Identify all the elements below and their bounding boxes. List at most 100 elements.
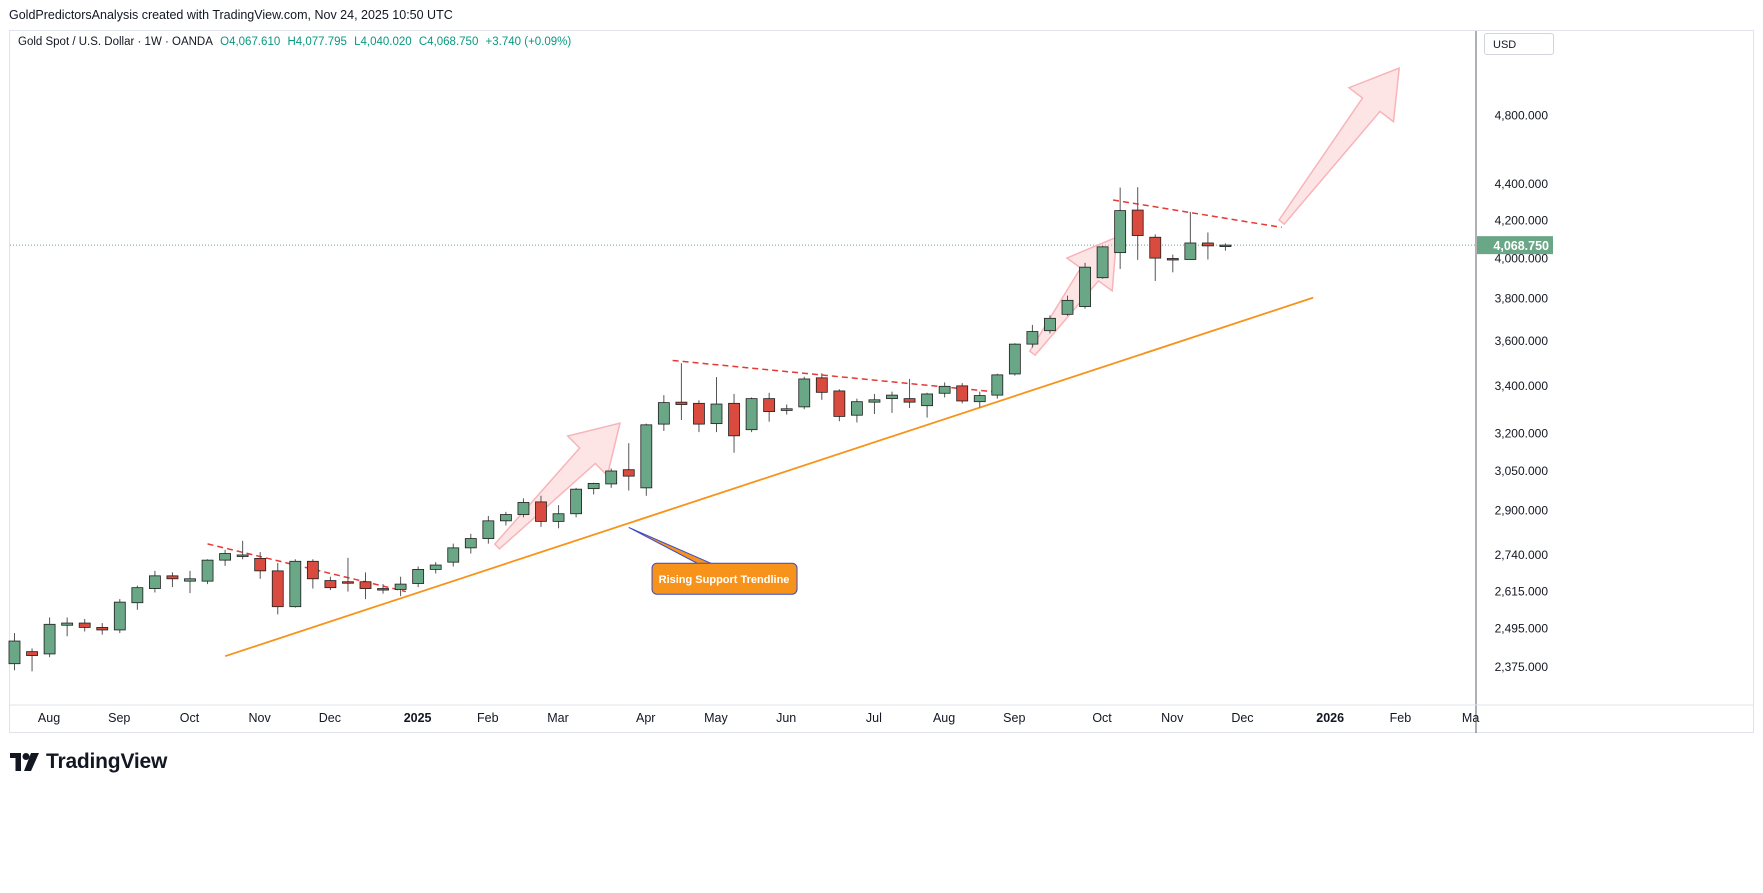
candle[interactable] [815, 373, 828, 400]
candle[interactable] [8, 633, 21, 671]
candle[interactable] [1131, 187, 1144, 260]
candle[interactable] [956, 383, 969, 404]
candle[interactable] [675, 363, 688, 421]
tradingview-logo-icon [10, 753, 39, 771]
candle[interactable] [710, 377, 723, 433]
candle[interactable] [148, 570, 161, 593]
candle[interactable] [605, 468, 618, 488]
candle[interactable] [1079, 262, 1091, 309]
candle[interactable] [61, 617, 74, 637]
candle[interactable] [868, 393, 881, 415]
candle-body-down [377, 588, 389, 591]
candle-body-up [851, 401, 863, 416]
candle[interactable] [1149, 234, 1162, 281]
candle-body-down [1131, 209, 1144, 236]
candle-body-down [254, 558, 267, 572]
candle-body-up [1184, 242, 1197, 260]
candle[interactable] [1219, 243, 1232, 251]
candle[interactable] [184, 570, 196, 594]
last-price-label: 4,068.750 [1493, 239, 1549, 253]
candle[interactable] [131, 585, 144, 610]
candle[interactable] [693, 400, 705, 433]
candle[interactable] [1026, 324, 1039, 348]
candle[interactable] [657, 395, 670, 431]
candle[interactable] [113, 599, 126, 634]
candle[interactable] [1184, 211, 1197, 260]
candle[interactable] [973, 391, 986, 408]
candle[interactable] [78, 619, 91, 632]
resistance-trendline-3[interactable] [1113, 199, 1282, 229]
currency-button[interactable]: USD [1484, 33, 1554, 55]
candle-body-up [1061, 299, 1074, 315]
candle[interactable] [552, 505, 565, 529]
candle[interactable] [219, 549, 232, 566]
resistance-trendline-1[interactable] [207, 543, 407, 593]
candle-body-up [1044, 317, 1056, 332]
ohlc-legend: Gold Spot / U.S. Dollar · 1W · OANDA O4,… [18, 36, 575, 48]
candle[interactable] [166, 572, 179, 588]
candle[interactable] [1008, 343, 1021, 376]
candle[interactable] [271, 563, 284, 615]
candle[interactable] [394, 576, 407, 597]
candle[interactable] [1044, 315, 1056, 334]
x-tick-label: Nov [249, 711, 272, 725]
candle[interactable] [359, 572, 372, 600]
candle[interactable] [921, 392, 933, 418]
candle[interactable] [324, 576, 337, 591]
candle[interactable] [1202, 232, 1214, 260]
candle-body-up [798, 378, 811, 408]
candle[interactable] [886, 391, 898, 413]
candle[interactable] [938, 382, 951, 398]
candle[interactable] [289, 559, 302, 608]
candle[interactable] [1114, 187, 1127, 269]
tradingview-logo[interactable]: TradingView [10, 750, 167, 774]
candle[interactable] [570, 487, 582, 518]
candle[interactable] [745, 397, 758, 433]
candle[interactable] [991, 373, 1004, 399]
candle[interactable] [236, 540, 249, 560]
candle[interactable] [26, 648, 38, 672]
y-tick-label: 3,600.000 [1495, 334, 1549, 348]
low-value: L4,040.020 [354, 36, 412, 48]
rising-support-trendline[interactable] [224, 296, 1314, 658]
candle[interactable] [1096, 245, 1109, 279]
candle[interactable] [640, 423, 653, 496]
candle[interactable] [499, 511, 512, 526]
candle[interactable] [535, 495, 547, 527]
candle[interactable] [306, 559, 319, 589]
candle-body-up [184, 578, 196, 582]
candle[interactable] [622, 443, 635, 491]
candle[interactable] [464, 533, 477, 554]
candle-body-up [921, 393, 933, 407]
candle[interactable] [851, 398, 863, 423]
candle[interactable] [254, 552, 267, 579]
candle[interactable] [201, 559, 214, 585]
candle[interactable] [43, 617, 56, 658]
candle[interactable] [728, 393, 740, 453]
x-tick-label: Feb [1390, 711, 1412, 725]
symbol-label[interactable]: Gold Spot / U.S. Dollar · 1W · OANDA [18, 36, 213, 48]
candle[interactable] [447, 543, 460, 567]
y-tick-label: 4,200.000 [1495, 213, 1549, 227]
candle[interactable] [1166, 254, 1179, 273]
candle[interactable] [517, 498, 530, 518]
candle-body-up [587, 483, 600, 490]
candle[interactable] [482, 515, 495, 544]
callout-box[interactable] [651, 562, 798, 595]
candle[interactable] [798, 376, 811, 410]
candle[interactable] [342, 557, 354, 592]
candle[interactable] [429, 562, 442, 574]
candle[interactable] [1061, 295, 1074, 316]
candle[interactable] [780, 404, 793, 415]
candle[interactable] [377, 584, 389, 594]
candle[interactable] [903, 378, 916, 409]
candle[interactable] [412, 566, 425, 588]
candle[interactable] [96, 623, 109, 635]
candle-body-down [693, 402, 705, 425]
candle[interactable] [763, 392, 776, 422]
candle-body-up [640, 424, 653, 489]
candle[interactable] [587, 482, 600, 495]
candle-body-down [535, 501, 547, 522]
candle[interactable] [833, 389, 846, 422]
